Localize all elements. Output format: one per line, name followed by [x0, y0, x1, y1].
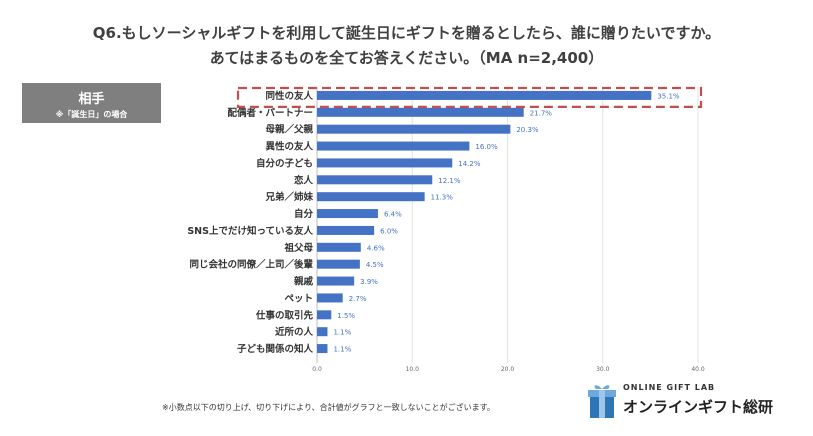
bar-12 [317, 293, 343, 303]
value-label-7: 6.4% [384, 211, 402, 219]
gift-box-icon [588, 385, 616, 418]
value-label-1: 21.7% [530, 109, 553, 117]
brand-logo: ONLINE GIFT LAB オンラインギフト総研 [587, 377, 797, 421]
category-label-4: 自分の子ども [256, 157, 313, 169]
value-label-3: 16.0% [475, 143, 498, 151]
logo-small-text: ONLINE GIFT LAB [623, 383, 716, 392]
bar-11 [317, 276, 355, 286]
category-label-3: 異性の友人 [265, 141, 313, 153]
bar-0 [317, 90, 652, 100]
x-tick-label-2: 20.0 [501, 366, 515, 373]
value-label-4: 14.2% [458, 160, 481, 168]
category-label-14: 近所の人 [275, 326, 314, 338]
category-label-12: ペット [284, 293, 313, 304]
x-tick-label-0: 0.0 [312, 366, 322, 373]
bar-7 [317, 209, 378, 219]
value-label-6: 11.3% [431, 194, 454, 202]
x-tick-label-1: 10.0 [406, 366, 420, 373]
bar-6 [317, 192, 425, 202]
footnote: ※小数点以下の切り上げ、切り下げにより、合計値がグラフと一致しないことがございま… [162, 403, 495, 412]
category-tag-title: 相手 [78, 92, 105, 107]
bar-2 [317, 124, 511, 134]
value-label-5: 12.1% [438, 177, 461, 185]
value-label-2: 20.3% [516, 126, 539, 134]
category-label-15: 子ども関係の知人 [237, 343, 314, 355]
category-label-10: 同じ会社の同僚／上司／後輩 [189, 259, 313, 271]
bar-4 [317, 158, 453, 168]
category-label-0: 同性の友人 [265, 90, 313, 102]
category-label-7: 自分 [294, 208, 314, 220]
category-label-8: SNS上でだけ知っている友人 [187, 225, 313, 237]
x-tick-label-4: 40.0 [691, 366, 705, 373]
value-label-0: 35.1% [657, 92, 680, 100]
bar-10 [317, 259, 360, 269]
value-label-15: 1.1% [333, 346, 351, 354]
bar-9 [317, 242, 361, 252]
category-tag-subtitle: ※「誕生日」の場合 [55, 110, 128, 119]
bar-15 [317, 344, 328, 354]
category-label-5: 恋人 [294, 174, 314, 186]
category-label-1: 配偶者・パートナー [227, 107, 313, 119]
bar-8 [317, 225, 375, 235]
category-label-13: 仕事の取引先 [255, 309, 314, 321]
category-label-9: 祖父母 [283, 242, 313, 254]
category-label-6: 兄弟／姉妹 [264, 191, 313, 203]
value-label-11: 3.9% [360, 278, 378, 286]
bar-1 [317, 107, 524, 117]
category-label-2: 母親／父親 [265, 124, 313, 136]
value-label-9: 4.6% [367, 244, 385, 252]
logo-big-text: オンラインギフト総研 [623, 398, 774, 416]
bar-13 [317, 310, 332, 320]
bar-3 [317, 141, 470, 151]
value-label-13: 1.5% [337, 312, 355, 320]
value-label-10: 4.5% [366, 261, 384, 269]
highlight-frame [236, 86, 703, 108]
bar-5 [317, 175, 433, 185]
value-label-8: 6.0% [380, 227, 398, 235]
bar-14 [317, 327, 328, 337]
value-label-12: 2.7% [349, 295, 367, 303]
value-label-14: 1.1% [333, 329, 351, 337]
question-title-line1: Q6.もしソーシャルギフトを利用して誕生日にギフトを贈るとしたら、誰に贈りたいで… [92, 24, 721, 42]
category-tag: 相手 ※「誕生日」の場合 [22, 83, 161, 123]
category-label-11: 親戚 [294, 276, 314, 288]
question-title-line2: あてはまるものを全てお答えください。（MA n=2,400） [209, 49, 604, 67]
x-tick-label-3: 30.0 [596, 366, 610, 373]
